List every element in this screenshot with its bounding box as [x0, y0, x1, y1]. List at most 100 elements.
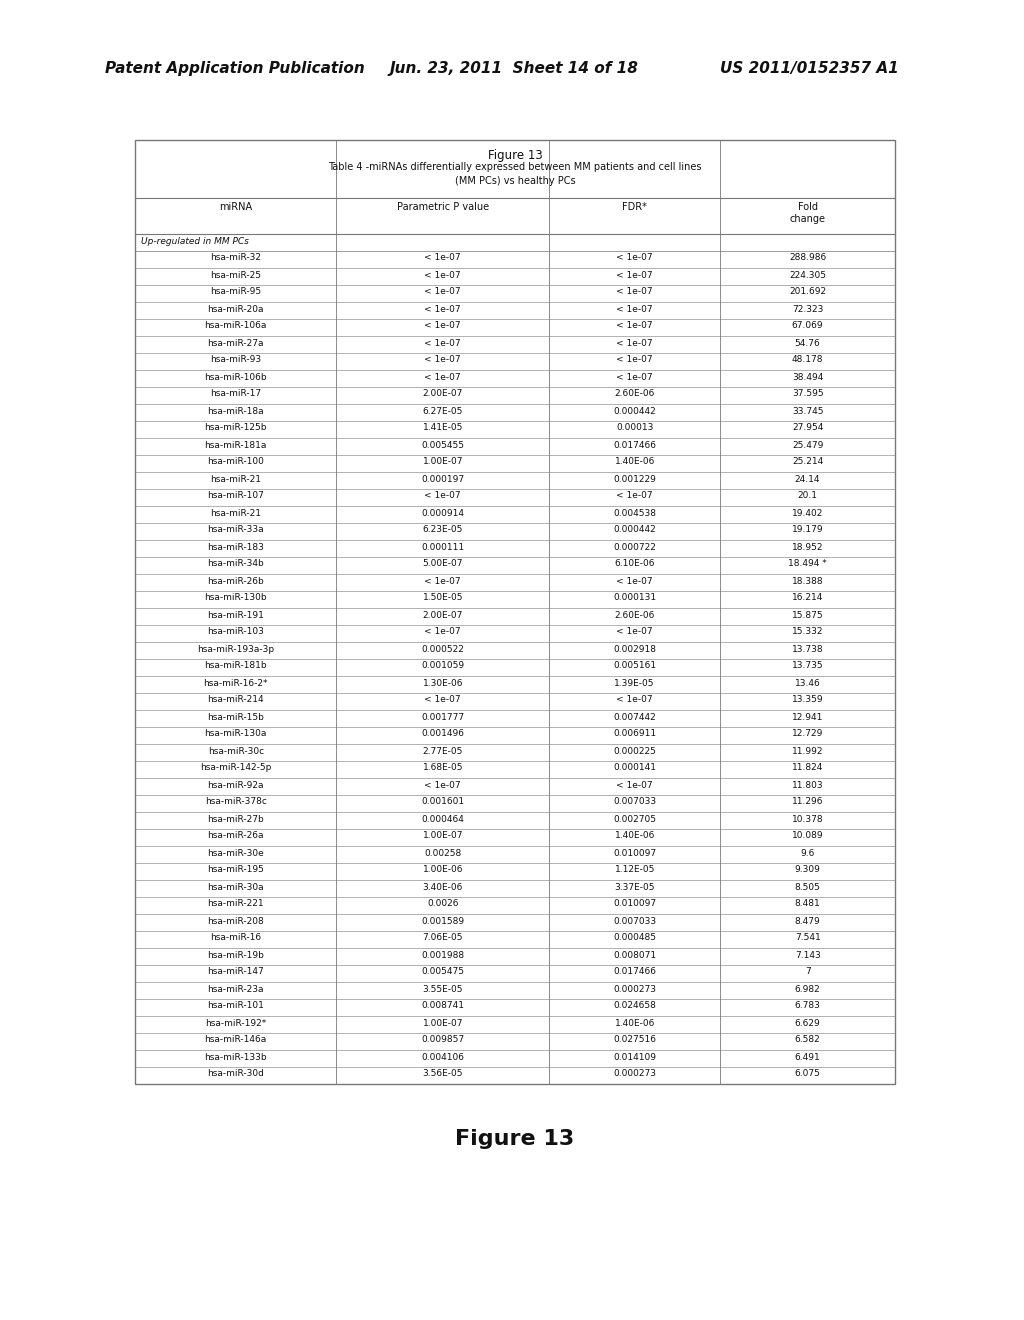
Text: 13.359: 13.359	[792, 696, 823, 705]
Text: 0.000197: 0.000197	[421, 474, 464, 483]
Text: 0.001601: 0.001601	[421, 797, 464, 807]
Text: < 1e-07: < 1e-07	[616, 696, 653, 705]
Text: < 1e-07: < 1e-07	[425, 253, 461, 263]
Text: 288.986: 288.986	[788, 253, 826, 263]
Text: 0.001988: 0.001988	[421, 950, 464, 960]
Text: 0.007033: 0.007033	[613, 916, 656, 925]
Text: 0.008741: 0.008741	[421, 1002, 464, 1011]
Text: Figure 13: Figure 13	[487, 149, 543, 162]
Text: 2.00E-07: 2.00E-07	[423, 610, 463, 619]
Text: 6.075: 6.075	[795, 1069, 820, 1078]
Text: 24.14: 24.14	[795, 474, 820, 483]
Text: 72.323: 72.323	[792, 305, 823, 314]
Text: 1.00E-07: 1.00E-07	[423, 1019, 463, 1027]
Text: hsa-miR-146a: hsa-miR-146a	[205, 1035, 267, 1044]
Text: 15.875: 15.875	[792, 610, 823, 619]
Text: 0.001059: 0.001059	[421, 661, 464, 671]
Text: 1.50E-05: 1.50E-05	[423, 594, 463, 602]
Text: 0.0026: 0.0026	[427, 899, 459, 908]
Text: < 1e-07: < 1e-07	[425, 288, 461, 297]
Text: 33.745: 33.745	[792, 407, 823, 416]
Text: Up-regulated in MM PCs: Up-regulated in MM PCs	[141, 238, 249, 246]
Text: 11.296: 11.296	[792, 797, 823, 807]
Text: 3.55E-05: 3.55E-05	[423, 985, 463, 994]
Text: 0.000464: 0.000464	[421, 814, 464, 824]
Text: 0.007033: 0.007033	[613, 797, 656, 807]
Text: hsa-miR-93: hsa-miR-93	[210, 355, 261, 364]
Text: hsa-miR-192*: hsa-miR-192*	[205, 1019, 266, 1027]
Text: 0.005475: 0.005475	[421, 968, 464, 977]
Text: Fold
change: Fold change	[790, 202, 825, 223]
Text: 10.089: 10.089	[792, 832, 823, 841]
Text: 1.00E-07: 1.00E-07	[423, 832, 463, 841]
Text: 7.541: 7.541	[795, 933, 820, 942]
Text: < 1e-07: < 1e-07	[425, 322, 461, 330]
Text: 1.40E-06: 1.40E-06	[614, 458, 655, 466]
Text: 0.000442: 0.000442	[613, 407, 656, 416]
Text: < 1e-07: < 1e-07	[616, 305, 653, 314]
Text: 3.56E-05: 3.56E-05	[423, 1069, 463, 1078]
Text: 13.735: 13.735	[792, 661, 823, 671]
Text: 18.494 *: 18.494 *	[788, 560, 827, 569]
Text: hsa-miR-18a: hsa-miR-18a	[208, 407, 264, 416]
Text: 0.017466: 0.017466	[613, 441, 656, 450]
Text: 7.06E-05: 7.06E-05	[423, 933, 463, 942]
Text: Table 4 -miRNAs differentially expressed between MM patients and cell lines: Table 4 -miRNAs differentially expressed…	[329, 162, 701, 172]
Text: 2.77E-05: 2.77E-05	[423, 747, 463, 755]
Text: < 1e-07: < 1e-07	[425, 305, 461, 314]
Text: 1.40E-06: 1.40E-06	[614, 832, 655, 841]
Text: hsa-miR-26b: hsa-miR-26b	[207, 577, 264, 586]
Text: hsa-miR-103: hsa-miR-103	[207, 627, 264, 636]
Text: 0.000485: 0.000485	[613, 933, 656, 942]
Text: hsa-miR-106a: hsa-miR-106a	[205, 322, 267, 330]
Text: 37.595: 37.595	[792, 389, 823, 399]
Text: 0.008071: 0.008071	[613, 950, 656, 960]
Text: 7.143: 7.143	[795, 950, 820, 960]
Text: < 1e-07: < 1e-07	[616, 271, 653, 280]
Text: 11.803: 11.803	[792, 780, 823, 789]
Text: 0.010097: 0.010097	[613, 899, 656, 908]
Text: 38.494: 38.494	[792, 372, 823, 381]
Text: 0.004106: 0.004106	[421, 1052, 464, 1061]
Text: 0.00258: 0.00258	[424, 849, 462, 858]
Text: 6.23E-05: 6.23E-05	[423, 525, 463, 535]
Text: hsa-miR-130b: hsa-miR-130b	[205, 594, 267, 602]
Text: US 2011/0152357 A1: US 2011/0152357 A1	[720, 61, 899, 75]
Text: hsa-miR-17: hsa-miR-17	[210, 389, 261, 399]
Text: 19.179: 19.179	[792, 525, 823, 535]
Text: hsa-miR-21: hsa-miR-21	[210, 474, 261, 483]
Text: 0.000273: 0.000273	[613, 1069, 656, 1078]
Text: 10.378: 10.378	[792, 814, 823, 824]
Text: hsa-miR-125b: hsa-miR-125b	[205, 424, 267, 433]
Text: 9.309: 9.309	[795, 866, 820, 874]
Text: 0.000273: 0.000273	[613, 985, 656, 994]
Text: < 1e-07: < 1e-07	[425, 338, 461, 347]
Text: hsa-miR-16-2*: hsa-miR-16-2*	[204, 678, 268, 688]
Text: 11.992: 11.992	[792, 747, 823, 755]
Text: hsa-miR-30d: hsa-miR-30d	[207, 1069, 264, 1078]
Text: hsa-miR-34b: hsa-miR-34b	[207, 560, 264, 569]
Text: < 1e-07: < 1e-07	[616, 627, 653, 636]
Text: 1.39E-05: 1.39E-05	[614, 678, 655, 688]
Text: hsa-miR-15b: hsa-miR-15b	[207, 713, 264, 722]
Text: 8.505: 8.505	[795, 883, 820, 891]
Text: 54.76: 54.76	[795, 338, 820, 347]
Text: < 1e-07: < 1e-07	[425, 577, 461, 586]
Text: hsa-miR-147: hsa-miR-147	[207, 968, 264, 977]
Text: < 1e-07: < 1e-07	[616, 288, 653, 297]
Text: 12.941: 12.941	[792, 713, 823, 722]
Text: hsa-miR-21: hsa-miR-21	[210, 508, 261, 517]
Text: 2.00E-07: 2.00E-07	[423, 389, 463, 399]
Text: 0.010097: 0.010097	[613, 849, 656, 858]
Text: hsa-miR-191: hsa-miR-191	[207, 610, 264, 619]
Text: < 1e-07: < 1e-07	[616, 338, 653, 347]
Text: hsa-miR-142-5p: hsa-miR-142-5p	[200, 763, 271, 772]
Text: 6.982: 6.982	[795, 985, 820, 994]
Text: 25.214: 25.214	[792, 458, 823, 466]
Text: hsa-miR-23a: hsa-miR-23a	[208, 985, 264, 994]
Text: 6.491: 6.491	[795, 1052, 820, 1061]
Text: hsa-miR-181a: hsa-miR-181a	[205, 441, 267, 450]
Text: hsa-miR-181b: hsa-miR-181b	[205, 661, 267, 671]
Text: hsa-miR-92a: hsa-miR-92a	[208, 780, 264, 789]
Text: 0.005161: 0.005161	[613, 661, 656, 671]
